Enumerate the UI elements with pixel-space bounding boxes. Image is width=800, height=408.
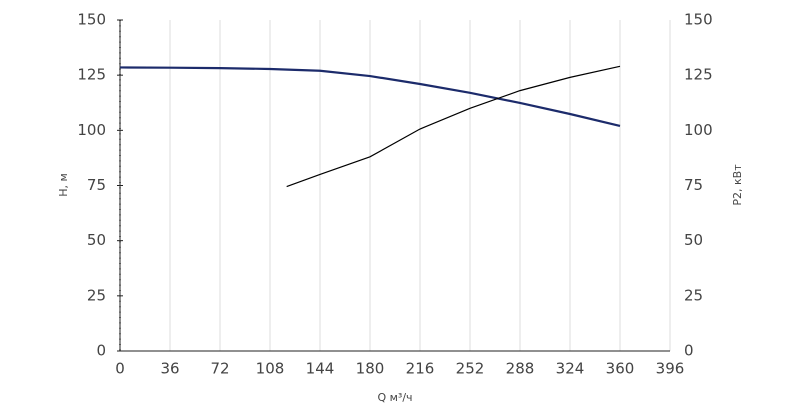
x-tick-label: 324: [556, 360, 585, 378]
x-tick-label: 72: [210, 360, 229, 378]
y-axis-label: H, м: [57, 173, 70, 197]
y-tick-label: 50: [87, 231, 106, 249]
y2-axis-label: P2, кВт: [731, 164, 744, 206]
x-tick-label: 36: [160, 360, 179, 378]
y-tick-label: 75: [87, 176, 106, 194]
x-tick-label: 180: [356, 360, 385, 378]
x-tick-label: 288: [506, 360, 535, 378]
x-tick-label: 216: [406, 360, 435, 378]
x-tick-label: 252: [456, 360, 485, 378]
y-tick-label: 150: [77, 11, 106, 29]
x-tick-label: 0: [115, 360, 125, 378]
y-tick-label: 0: [96, 342, 106, 360]
y2-tick-label: 100: [684, 121, 713, 139]
y-tick-label: 125: [77, 66, 106, 84]
y2-tick-label: 75: [684, 176, 703, 194]
y2-tick-label: 0: [684, 342, 694, 360]
series-line: [286, 65, 621, 188]
y2-tick-label: 125: [684, 66, 713, 84]
y2-tick-label: 50: [684, 231, 703, 249]
x-tick-label: 396: [656, 360, 685, 378]
x-axis-label: Q м³/ч: [377, 391, 412, 404]
x-tick-label: 360: [606, 360, 635, 378]
y-tick-label: 25: [87, 286, 106, 304]
y2-tick-label: 25: [684, 286, 703, 304]
y2-tick-label: 150: [684, 11, 713, 29]
x-tick-label: 108: [256, 360, 285, 378]
x-tick-label: 144: [306, 360, 335, 378]
y-tick-label: 100: [77, 121, 106, 139]
series-line: [119, 66, 621, 127]
